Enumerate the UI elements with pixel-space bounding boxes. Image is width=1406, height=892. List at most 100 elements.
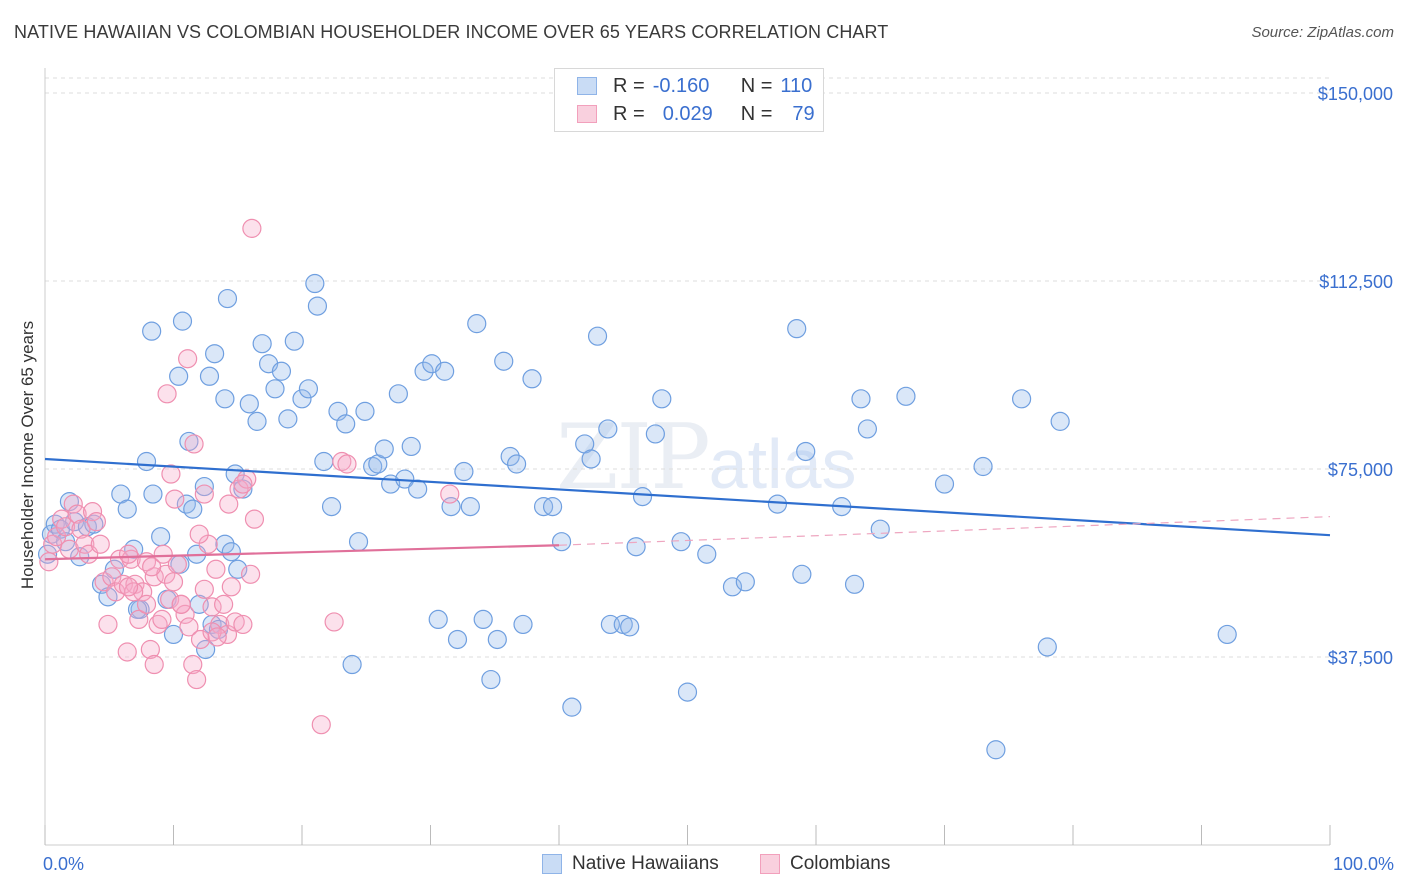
legend-n-value: 79 [792, 102, 815, 125]
native-hawaiian-point [348, 532, 369, 552]
native-hawaiian-point [221, 542, 241, 562]
colombian-point [219, 494, 239, 514]
native-hawaiian-point [217, 288, 238, 309]
colombian-point [67, 504, 87, 524]
colombian-point [233, 474, 253, 494]
colombian-point [242, 218, 262, 238]
colombian-point [183, 654, 203, 675]
native-hawaiian-point [179, 431, 199, 452]
legend-swatch-pink [577, 105, 597, 123]
source-label: Source: ZipAtlas.com [1251, 24, 1394, 41]
native-hawaiian-point [271, 361, 292, 381]
colombian-point [214, 594, 234, 614]
native-hawaiian-point [136, 451, 157, 472]
native-hawaiian-trend-line [44, 457, 1331, 537]
watermark-atlas: atlas [708, 425, 857, 503]
native-hawaiian-point [104, 559, 124, 579]
native-hawaiian-point [435, 361, 455, 381]
native-hawaiian-point [454, 461, 474, 482]
native-hawaiian-point [551, 532, 572, 552]
y-tick-label: $150,000 [1318, 84, 1393, 104]
colombian-point [206, 559, 226, 579]
y-tick-label: $37,500 [1328, 648, 1393, 668]
colombian-point [121, 549, 141, 569]
native-hawaiian-point [587, 326, 608, 346]
native-hawaiian-point [172, 311, 193, 331]
native-hawaiian-point [355, 401, 375, 421]
bottom-legend-swatch-pink [760, 854, 780, 874]
legend-n-label: N = [740, 102, 773, 125]
native-hawaiian-point [522, 369, 542, 389]
colombian-point [440, 484, 460, 504]
colombian-point [55, 517, 76, 537]
colombian-point [194, 484, 214, 504]
x-tick-label: 0.0% [43, 854, 84, 874]
native-hawaiian-point [169, 366, 189, 386]
native-hawaiian-point [205, 344, 225, 364]
native-hawaiian-point [467, 314, 487, 334]
native-hawaiian-point [460, 497, 480, 517]
native-hawaiian-point [506, 454, 527, 474]
native-hawaiian-point [934, 474, 955, 494]
legend-r-label: R = [613, 74, 645, 97]
colombian-point [75, 534, 95, 554]
native-hawaiian-point [228, 559, 248, 579]
native-hawaiian-point [787, 319, 807, 339]
y-tick-label: $75,000 [1328, 460, 1393, 480]
x-tick-label: 100.0% [1333, 854, 1394, 874]
native-hawaiian-point [1011, 389, 1032, 409]
native-hawaiian-point [447, 629, 468, 650]
native-hawaiian-point [481, 669, 501, 690]
native-hawaiian-point [239, 394, 259, 414]
colombian-point [136, 594, 157, 614]
native-hawaiian-point [307, 296, 328, 316]
native-hawaiian-point [1217, 624, 1237, 645]
native-hawaiian-point [722, 577, 743, 597]
colombian-point [202, 597, 222, 617]
colombian-point [163, 572, 184, 592]
native-hawaiian-point [278, 409, 298, 429]
colombian-trend-extension [558, 516, 1331, 546]
native-hawaiian-point [194, 476, 214, 497]
colombian-point [332, 451, 352, 472]
colombian-point [39, 552, 59, 572]
colombian-point [157, 384, 177, 404]
colombian-point [324, 612, 344, 632]
colombian-point [175, 604, 195, 624]
native-hawaiian-point [401, 436, 421, 457]
native-hawaiian-point [487, 629, 507, 650]
colombian-point [194, 579, 214, 599]
native-hawaiian-point [598, 419, 618, 439]
colombian-point [190, 629, 211, 650]
colombian-point [153, 544, 173, 564]
native-hawaiian-point [199, 366, 220, 386]
colombian-point [109, 549, 130, 569]
bottom-legend-label: Colombians [790, 853, 891, 874]
colombian-point [117, 642, 137, 662]
native-hawaiian-point [677, 682, 698, 702]
colombian-point [129, 609, 149, 630]
colombian-point [113, 574, 133, 594]
colombian-point [86, 512, 107, 532]
colombian-point [337, 454, 357, 474]
native-hawaiian-point [163, 624, 184, 645]
colombian-point [178, 349, 198, 369]
colombian-point [187, 669, 207, 690]
native-hawaiian-point [117, 499, 137, 519]
native-hawaiian-point [284, 331, 304, 351]
colombian-point [311, 715, 331, 735]
legend-r-value: 0.029 [662, 102, 713, 125]
colombian-point [90, 534, 110, 554]
native-hawaiian-point [620, 617, 640, 637]
native-hawaiian-point [292, 389, 312, 409]
native-hawaiian-point [973, 456, 993, 477]
colombian-point [207, 627, 227, 647]
legend-row-colombians: R = 0.029 N = 79 [577, 100, 815, 128]
colombian-point [144, 654, 164, 675]
y-axis-label: Householder Income Over 65 years [18, 320, 37, 590]
native-hawaiian-point [652, 389, 672, 409]
native-hawaiian-point [408, 479, 428, 499]
native-hawaiian-point [986, 740, 1006, 760]
native-hawaiian-point [215, 534, 235, 554]
colombian-point [171, 594, 191, 614]
